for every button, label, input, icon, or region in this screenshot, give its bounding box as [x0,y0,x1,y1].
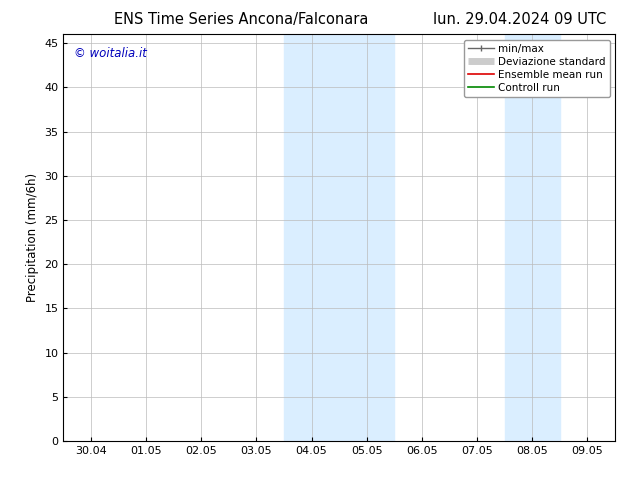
Bar [284,34,394,441]
Text: © woitalia.it: © woitalia.it [74,47,147,59]
Y-axis label: Precipitation (mm/6h): Precipitation (mm/6h) [26,173,39,302]
Text: lun. 29.04.2024 09 UTC: lun. 29.04.2024 09 UTC [433,12,607,27]
Bar [505,34,560,441]
Legend: min/max, Deviazione standard, Ensemble mean run, Controll run: min/max, Deviazione standard, Ensemble m… [463,40,610,97]
Text: ENS Time Series Ancona/Falconara: ENS Time Series Ancona/Falconara [113,12,368,27]
